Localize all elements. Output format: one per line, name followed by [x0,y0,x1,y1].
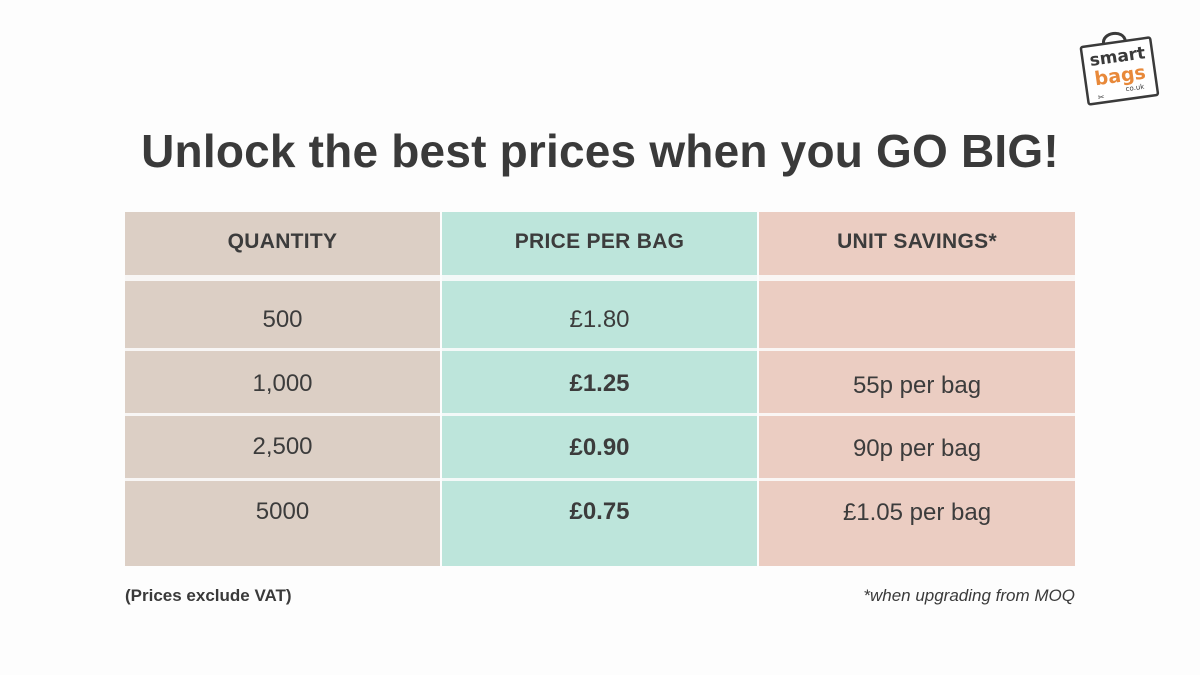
logo-word-couk: co.uk [1125,83,1146,94]
row-1-quantity: 500 [262,306,303,333]
row-4-savings: £1.05 per bag [842,499,992,526]
header-price: PRICE PER BAG [514,230,685,253]
row-4-quantity: 5000 [255,498,310,525]
row-2-quantity: 1,000 [252,370,313,397]
page-title: Unlock the best prices when you GO BIG! [141,125,1059,177]
row-divider [125,478,1075,481]
row-3-savings: 90p per bag [852,435,982,462]
row-3-price: £0.90 [569,434,630,461]
row-divider [125,348,1075,351]
row-1-price: £1.80 [569,306,630,333]
row-divider [125,413,1075,416]
header-savings: UNIT SAVINGS* [837,230,997,253]
smartbags-logo: smart bags co.uk ✂ [1079,31,1160,106]
vat-note: (Prices exclude VAT) [125,586,292,605]
moq-footnote: *when upgrading from MOQ [863,586,1075,605]
row-2-price: £1.25 [569,370,630,397]
pricing-table: QUANTITY PRICE PER BAG UNIT SAVINGS* 500… [125,212,1075,566]
price-column [442,212,757,566]
row-2-savings: 55p per bag [852,372,982,399]
row-3-quantity: 2,500 [252,433,313,460]
header-divider [125,275,1075,281]
savings-column [759,212,1075,566]
row-4-price: £0.75 [569,498,630,525]
scissors-icon: ✂ [1097,92,1105,102]
quantity-column [125,212,440,566]
header-quantity: QUANTITY [227,230,338,253]
